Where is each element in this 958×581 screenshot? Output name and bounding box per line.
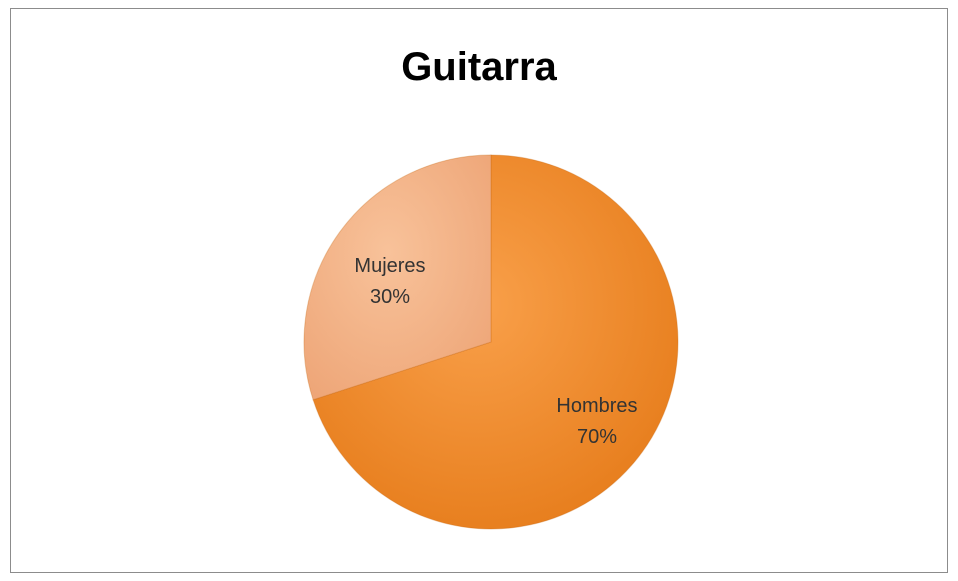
- slice-label-hombres-percent: 70%: [577, 426, 617, 448]
- pie-slice-mujeres: [303, 154, 492, 401]
- slice-label-mujeres-percent: 30%: [370, 286, 410, 308]
- pie-chart: Hombres 70% Mujeres 30%: [303, 154, 679, 530]
- slice-label-mujeres-name: Mujeres: [354, 255, 425, 277]
- pie-slices: [303, 154, 679, 530]
- chart-title: Guitarra: [401, 45, 557, 89]
- pie-labels: Hombres 70% Mujeres 30%: [354, 255, 637, 448]
- pie-slice-hombres: [312, 154, 679, 530]
- chart-frame: Guitarra Hombres 70% Mujeres 30%: [10, 8, 948, 573]
- slice-label-hombres-name: Hombres: [556, 395, 637, 417]
